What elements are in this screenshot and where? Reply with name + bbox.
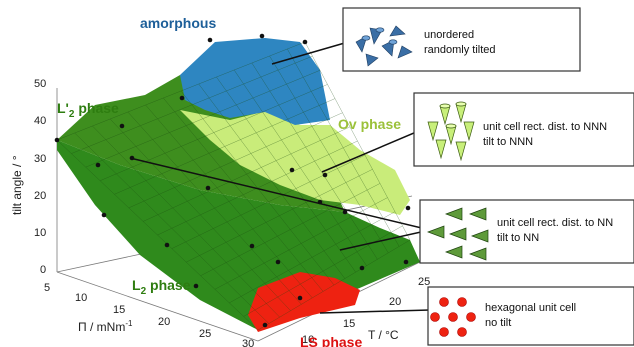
annotation-nn: unit cell rect. dist. to NN tilt to NN [419, 199, 634, 264]
measurement-point [359, 265, 365, 271]
annotation-line2: no tilt [485, 317, 511, 329]
t-axis-label: T / °C [368, 328, 399, 342]
measurement-point [164, 242, 170, 248]
t-tick: 10 [302, 334, 314, 346]
annotation-nnn: unit cell rect. dist. to NNN tilt to NNN [413, 92, 634, 167]
measurement-point [262, 322, 268, 328]
annotation-line1: unit cell rect. dist. to NNN [483, 121, 607, 133]
cone-cluster-blue-icon [355, 25, 413, 67]
mesh-line [233, 69, 367, 266]
measurement-point [405, 205, 411, 211]
mesh-line [200, 183, 381, 276]
measurement-point [297, 295, 303, 301]
z-tick: 0 [40, 264, 46, 276]
mesh-line [229, 211, 396, 304]
cone-lattice-lightgreen-icon [427, 101, 475, 162]
measurement-point [179, 95, 185, 101]
phase-label-ls: LS phase [300, 334, 362, 347]
leader-lines [129, 39, 431, 314]
mesh-line [243, 225, 403, 317]
measurement-point [54, 137, 60, 143]
measurement-point [289, 167, 295, 173]
annotation-line1: unit cell rect. dist. to NN [497, 217, 613, 229]
measurement-point [403, 259, 409, 265]
z-tick: 10 [34, 227, 46, 239]
region-ov [180, 110, 410, 215]
measurement-point [95, 162, 101, 168]
measurement-point [101, 212, 107, 218]
measurement-point [249, 243, 255, 249]
annotation-line2: tilt to NN [497, 232, 539, 244]
measurement-points [54, 33, 411, 328]
region-amorphous [180, 38, 330, 125]
surface-mesh [56, 41, 411, 331]
measurement-point [322, 172, 328, 178]
t-axis: 10 15 20 25 T / °C [302, 276, 430, 346]
pi-axis-label: Π / mNm-1 [78, 319, 133, 334]
annotation-line1: hexagonal unit cell [485, 302, 576, 314]
measurement-point [193, 283, 199, 289]
annotation-line2: randomly tilted [424, 44, 496, 56]
t-tick: 20 [389, 296, 401, 308]
mesh-line [216, 76, 356, 273]
pi-tick: 20 [158, 316, 170, 328]
z-axis: 0 10 20 30 40 50 tilt angle / ° [10, 78, 46, 276]
pi-axis: 5 10 15 20 25 30 Π / mNm-1 [44, 282, 254, 347]
measurement-point [275, 259, 281, 265]
z-tick: 30 [34, 153, 46, 165]
hexagonal-lattice-icon [430, 297, 476, 337]
cone-lattice-darkgreen-icon [427, 207, 489, 261]
phase-label-ov: Ov phase [338, 116, 401, 132]
pi-tick: 10 [75, 292, 87, 304]
phase-surface [57, 38, 420, 332]
mesh-line [198, 83, 346, 279]
mesh-line [304, 41, 411, 241]
pi-tick: 25 [199, 328, 211, 340]
pi-tick: 30 [242, 338, 254, 347]
z-tick: 20 [34, 190, 46, 202]
z-tick: 50 [34, 78, 46, 90]
measurement-point [342, 209, 348, 215]
measurement-point [205, 185, 211, 191]
mesh-line [171, 154, 366, 249]
measurement-point [302, 39, 308, 45]
mesh-line [251, 62, 378, 260]
z-axis-label: tilt angle / ° [10, 155, 24, 215]
annotation-line2: tilt to NNN [483, 136, 533, 148]
z-tick: 40 [34, 115, 46, 127]
phase-label-l2prime: L'2 phase [57, 100, 119, 120]
annotation-unordered: unordered randomly tilted [342, 7, 581, 72]
annotation-line1: unordered [424, 29, 474, 41]
pi-tick: 5 [44, 282, 50, 294]
measurement-point [207, 37, 213, 43]
mesh-line [269, 55, 389, 253]
mesh-line [257, 239, 411, 331]
mesh-line [287, 48, 400, 247]
measurement-point [259, 33, 265, 39]
phase-label-l2: L2 phase [132, 277, 191, 297]
measurement-point [119, 123, 125, 129]
annotation-hexagonal: hexagonal unit cell no tilt [427, 286, 634, 346]
region-ls [248, 272, 360, 332]
phase-label-amorphous: amorphous [140, 15, 216, 31]
mesh-line [186, 169, 373, 263]
t-tick: 15 [343, 318, 355, 330]
t-tick: 25 [418, 276, 430, 288]
pi-tick: 15 [113, 304, 125, 316]
